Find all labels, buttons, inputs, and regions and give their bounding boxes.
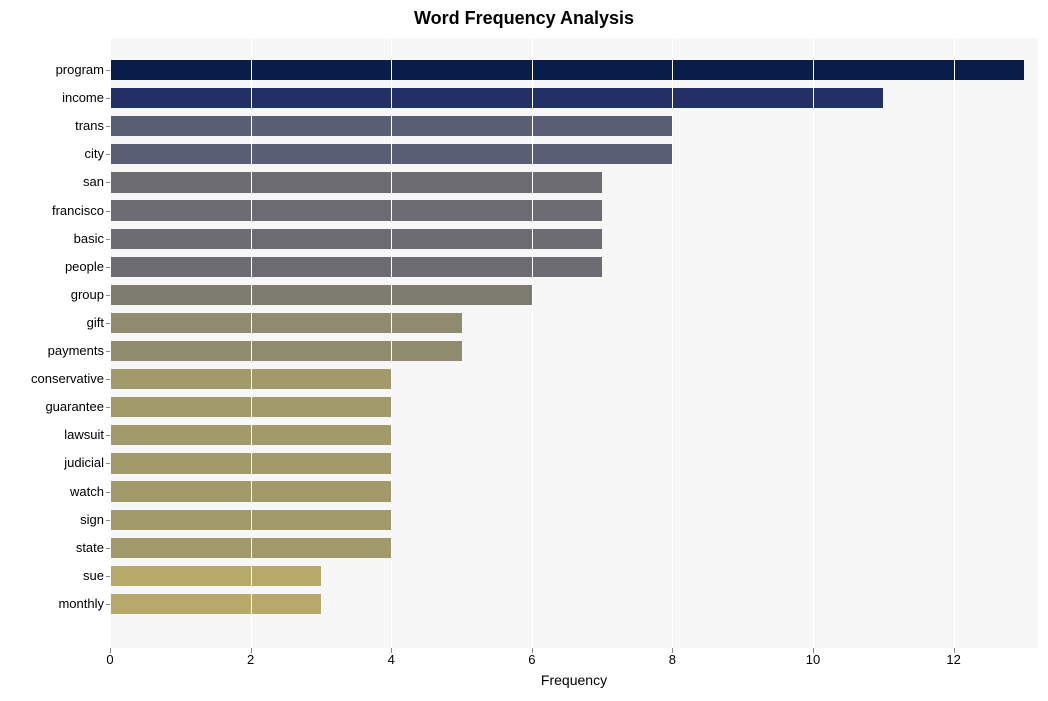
word-frequency-chart: Word Frequency Analysis Frequency 0 2 4 6 8 1…	[0, 0, 1048, 701]
grid-line	[391, 38, 392, 648]
y-tick-mark	[106, 295, 110, 296]
y-tick-mark	[106, 351, 110, 352]
y-tick-mark	[106, 435, 110, 436]
bars-container	[110, 38, 1038, 648]
y-tick-mark	[106, 604, 110, 605]
bar	[110, 566, 321, 586]
x-tick-label: 2	[247, 652, 254, 667]
x-tick-mark	[954, 648, 955, 653]
bar	[110, 341, 462, 361]
plot-area	[110, 38, 1038, 648]
y-tick-mark	[106, 70, 110, 71]
y-tick-label: payments	[4, 341, 104, 361]
bar	[110, 285, 532, 305]
y-tick-mark	[106, 154, 110, 155]
y-tick-label: san	[4, 172, 104, 192]
y-tick-label: basic	[4, 229, 104, 249]
x-axis-label: Frequency	[110, 672, 1038, 688]
x-tick-label: 4	[388, 652, 395, 667]
y-tick-mark	[106, 492, 110, 493]
y-tick-mark	[106, 407, 110, 408]
y-tick-mark	[106, 211, 110, 212]
bar	[110, 60, 1024, 80]
y-tick-label: sue	[4, 566, 104, 586]
x-tick-mark	[391, 648, 392, 653]
y-tick-mark	[106, 520, 110, 521]
y-tick-label: conservative	[4, 369, 104, 389]
y-tick-mark	[106, 379, 110, 380]
y-tick-label: monthly	[4, 594, 104, 614]
y-tick-mark	[106, 576, 110, 577]
grid-line	[954, 38, 955, 648]
x-tick-mark	[251, 648, 252, 653]
bar	[110, 594, 321, 614]
y-tick-label: city	[4, 144, 104, 164]
y-tick-label: gift	[4, 313, 104, 333]
y-tick-mark	[106, 239, 110, 240]
y-tick-mark	[106, 463, 110, 464]
x-tick-label: 8	[669, 652, 676, 667]
bar	[110, 172, 602, 192]
grid-line	[813, 38, 814, 648]
y-tick-mark	[106, 98, 110, 99]
bar	[110, 313, 462, 333]
y-tick-mark	[106, 323, 110, 324]
x-tick-mark	[672, 648, 673, 653]
bar	[110, 229, 602, 249]
chart-title: Word Frequency Analysis	[0, 8, 1048, 29]
y-tick-label: state	[4, 538, 104, 558]
x-tick-mark	[532, 648, 533, 653]
y-tick-label: group	[4, 285, 104, 305]
grid-line	[110, 38, 111, 648]
y-tick-label: trans	[4, 116, 104, 136]
bar	[110, 257, 602, 277]
x-tick-label: 6	[528, 652, 535, 667]
y-tick-label: francisco	[4, 201, 104, 221]
x-tick-label: 10	[806, 652, 820, 667]
y-tick-label: judicial	[4, 453, 104, 473]
y-tick-label: program	[4, 60, 104, 80]
x-tick-mark	[813, 648, 814, 653]
x-tick-label: 0	[106, 652, 113, 667]
y-tick-label: watch	[4, 482, 104, 502]
bar	[110, 88, 883, 108]
y-tick-mark	[106, 267, 110, 268]
y-tick-label: guarantee	[4, 397, 104, 417]
grid-line	[532, 38, 533, 648]
y-tick-mark	[106, 548, 110, 549]
x-tick-label: 12	[946, 652, 960, 667]
y-tick-mark	[106, 126, 110, 127]
grid-line	[251, 38, 252, 648]
y-tick-mark	[106, 182, 110, 183]
y-tick-label: lawsuit	[4, 425, 104, 445]
grid-line	[672, 38, 673, 648]
y-tick-label: sign	[4, 510, 104, 530]
y-tick-label: income	[4, 88, 104, 108]
bar	[110, 200, 602, 220]
y-tick-label: people	[4, 257, 104, 277]
x-tick-mark	[110, 648, 111, 653]
